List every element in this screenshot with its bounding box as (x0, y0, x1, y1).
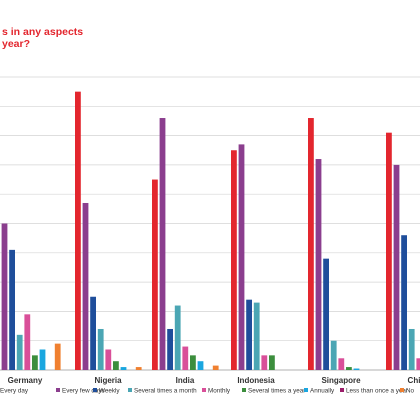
bar-chi-3 (408, 328, 415, 370)
legend-item-7: Less than once a year (340, 388, 408, 395)
bar-chi-0 (386, 132, 392, 370)
legend-item-5: Several times a year (242, 388, 305, 395)
legend-swatch-7 (340, 388, 344, 392)
bar-india-0 (152, 179, 158, 370)
bar-india-6 (197, 361, 204, 370)
bar-indonesia-1 (238, 144, 245, 370)
bar-india-1 (159, 118, 166, 371)
category-label-chi: Chi (408, 376, 420, 385)
bar-germany-8 (54, 343, 61, 370)
bar-singapore-5 (346, 367, 352, 370)
legend-label-3: Several times a month (134, 388, 197, 395)
bar-chi-4 (416, 358, 420, 370)
bar-nigeria-2 (90, 296, 96, 370)
chart-title-line-2: year? (2, 38, 31, 50)
category-label-indonesia: Indonesia (237, 376, 275, 385)
legend-item-6: Annually (304, 388, 335, 395)
bar-indonesia-2 (246, 299, 252, 370)
bar-nigeria-6 (120, 367, 127, 370)
legend-swatch-8 (400, 388, 404, 392)
bars (1, 91, 420, 371)
bar-singapore-2 (323, 258, 329, 370)
legend-swatch-4 (202, 388, 206, 392)
legend-label-7: Less than once a year (346, 388, 408, 395)
bar-germany-3 (16, 334, 23, 370)
legend-swatch-3 (128, 388, 132, 392)
bar-chi-2 (401, 235, 407, 370)
bar-indonesia-5 (269, 355, 275, 370)
legend-item-1: Every few days (56, 388, 105, 395)
bar-germany-6 (39, 349, 46, 370)
bar-singapore-0 (308, 118, 314, 371)
bar-singapore-3 (330, 340, 337, 370)
bar-germany-5 (32, 355, 38, 370)
bar-nigeria-8 (135, 367, 142, 370)
bar-chi-1 (393, 164, 400, 370)
gridlines (0, 76, 420, 371)
category-label-germany: Germany (8, 376, 43, 385)
bar-singapore-6 (353, 368, 360, 370)
category-label-india: India (176, 376, 195, 385)
legend-label-0: Every day (0, 388, 29, 395)
legend-label-1: Every few days (62, 388, 105, 395)
bar-india-2 (167, 328, 173, 370)
legend-swatch-1 (56, 388, 60, 392)
chart-title: s in any aspects year? (2, 26, 302, 50)
bar-indonesia-4 (261, 355, 268, 370)
legend-label-4: Monthly (208, 388, 231, 395)
legend-item-4: Monthly (202, 388, 231, 395)
category-label-nigeria: Nigeria (94, 376, 122, 385)
bar-nigeria-0 (75, 91, 81, 371)
legend-swatch-2 (93, 388, 97, 392)
bar-germany-2 (9, 249, 15, 370)
legend-label-2: Weekly (99, 388, 120, 395)
bar-nigeria-5 (113, 361, 119, 370)
legend-item-3: Several times a month (128, 388, 197, 395)
bar-india-8 (212, 365, 219, 370)
bar-germany-4 (24, 314, 31, 370)
bar-nigeria-1 (82, 202, 89, 370)
bar-india-3 (174, 305, 181, 370)
legend-label-6: Annually (310, 388, 335, 395)
bar-singapore-1 (315, 159, 322, 370)
bar-india-5 (190, 355, 196, 370)
bar-india-4 (182, 346, 189, 370)
legend-swatch-5 (242, 388, 246, 392)
legend-swatch-6 (304, 388, 308, 392)
bar-nigeria-4 (105, 349, 112, 370)
legend-label-5: Several times a year (248, 388, 305, 395)
bar-germany-1 (1, 223, 8, 370)
bar-indonesia-0 (231, 150, 237, 370)
chart-title-line-1: s in any aspects (2, 26, 84, 38)
bar-nigeria-3 (97, 328, 104, 370)
category-labels: Germany Nigeria India Indonesia Singapore Chi (8, 376, 420, 385)
legend-item-2: Weekly (93, 388, 120, 395)
bar-indonesia-3 (253, 302, 260, 370)
category-label-singapore: Singapore (321, 376, 361, 385)
bar-singapore-4 (338, 358, 345, 370)
legend-item-0: Every day (0, 388, 29, 395)
legend-item-8: No (400, 388, 415, 395)
legend-label-8: No (406, 388, 415, 395)
